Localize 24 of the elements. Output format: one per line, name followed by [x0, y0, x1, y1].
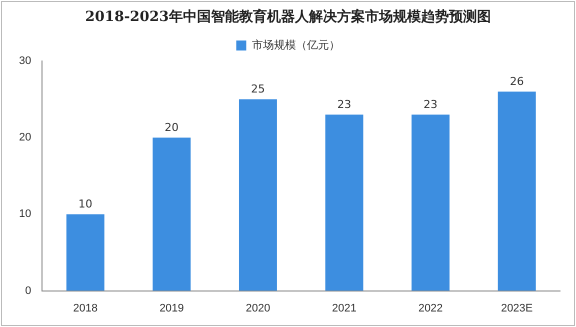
x-tick-label: 2023E: [500, 302, 533, 314]
x-tick-label: 2022: [418, 302, 443, 314]
data-label: 10: [78, 198, 92, 211]
data-label: 25: [250, 82, 265, 96]
x-tick-label: 2020: [246, 302, 270, 314]
data-label: 23: [424, 98, 438, 111]
x-tick-label: 2019: [159, 302, 184, 314]
y-tick-label: 0: [25, 284, 32, 297]
bar: [152, 138, 191, 291]
x-tick-label: 2021: [332, 302, 357, 314]
data-label: 20: [164, 120, 179, 134]
y-tick-label: 30: [18, 55, 32, 68]
bar: [325, 114, 364, 291]
bar: [498, 92, 536, 291]
bar: [66, 214, 104, 291]
data-label: 23: [337, 98, 352, 111]
y-tick-label: 10: [18, 208, 32, 220]
bar: [412, 114, 450, 291]
legend-label: 市场规模（亿元）: [252, 38, 340, 52]
data-label: 26: [510, 75, 524, 88]
chart-title: 2018-2023年中国智能教育机器人解决方案市场规模趋势预测图: [84, 8, 492, 26]
bar: [238, 99, 277, 291]
x-tick-label: 2018: [73, 302, 98, 314]
y-tick-label: 20: [18, 132, 32, 144]
